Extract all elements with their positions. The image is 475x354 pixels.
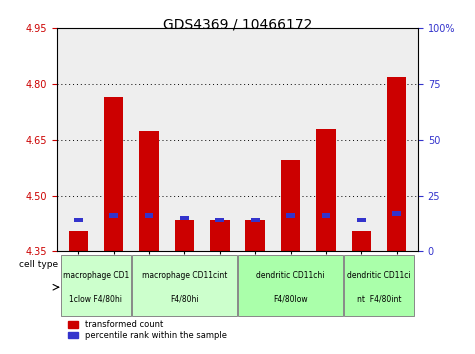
Text: dendritic CD11ci: dendritic CD11ci [347,270,411,280]
Bar [210,220,229,251]
Bar [392,211,401,216]
Bar [74,218,83,222]
Legend: transformed count, percentile rank within the sample: transformed count, percentile rank withi… [68,320,227,340]
Bar [175,220,194,251]
Bar [281,160,300,251]
Text: F4/80low: F4/80low [273,294,308,303]
Bar [286,213,295,218]
Text: F4/80hi: F4/80hi [170,294,199,303]
Text: nt  F4/80int: nt F4/80int [357,294,401,303]
Text: 1clow F4/80hi: 1clow F4/80hi [69,294,123,303]
Bar [144,213,153,218]
Bar [132,255,237,316]
Bar [322,213,331,218]
Bar [180,216,189,220]
Bar [104,97,124,251]
Bar [316,129,336,251]
Bar [238,255,343,316]
Bar [109,213,118,218]
Text: GDS4369 / 10466172: GDS4369 / 10466172 [163,18,312,32]
Bar [68,231,88,251]
Bar [246,220,265,251]
Bar [215,218,224,222]
Bar [139,131,159,251]
Bar [61,255,131,316]
Bar [344,255,414,316]
Text: cell type: cell type [19,261,57,269]
Bar [357,218,366,222]
Bar [251,218,260,222]
Text: macrophage CD1: macrophage CD1 [63,270,129,280]
Text: macrophage CD11cint: macrophage CD11cint [142,270,227,280]
Bar [387,76,407,251]
Text: dendritic CD11chi: dendritic CD11chi [256,270,325,280]
Bar [352,231,371,251]
